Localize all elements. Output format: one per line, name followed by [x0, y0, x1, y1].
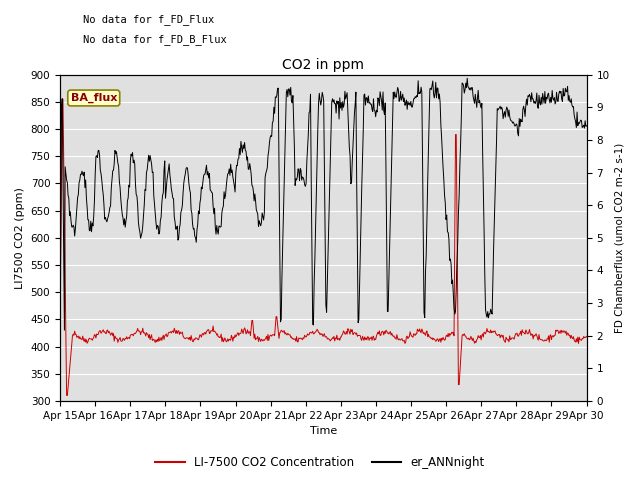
er_ANNnight	[61, 327, 68, 333]
LI-7500 CO2 Concentration	[122, 336, 129, 341]
LI-7500 CO2 Concentration	[67, 350, 75, 356]
er_ANNnight	[202, 167, 210, 172]
er_ANNnight	[463, 75, 471, 81]
Line: LI-7500 CO2 Concentration: LI-7500 CO2 Concentration	[60, 99, 587, 396]
LI-7500 CO2 Concentration	[58, 96, 66, 102]
Title: CO2 in ppm: CO2 in ppm	[282, 58, 364, 72]
LI-7500 CO2 Concentration	[63, 393, 70, 398]
LI-7500 CO2 Concentration	[175, 328, 182, 334]
Y-axis label: FD Chamberflux (umol CO2 m-2 s-1): FD Chamberflux (umol CO2 m-2 s-1)	[615, 143, 625, 333]
er_ANNnight	[583, 123, 591, 129]
Text: BA_flux: BA_flux	[70, 93, 117, 103]
LI-7500 CO2 Concentration	[56, 333, 64, 338]
Line: er_ANNnight: er_ANNnight	[60, 78, 587, 330]
X-axis label: Time: Time	[310, 426, 337, 436]
er_ANNnight	[388, 152, 396, 158]
er_ANNnight	[403, 107, 411, 112]
er_ANNnight	[67, 209, 74, 215]
er_ANNnight	[120, 216, 128, 222]
LI-7500 CO2 Concentration	[388, 333, 396, 338]
LI-7500 CO2 Concentration	[203, 328, 211, 334]
er_ANNnight	[56, 326, 64, 332]
LI-7500 CO2 Concentration	[583, 334, 591, 339]
Legend: LI-7500 CO2 Concentration, er_ANNnight: LI-7500 CO2 Concentration, er_ANNnight	[150, 452, 490, 474]
Y-axis label: LI7500 CO2 (ppm): LI7500 CO2 (ppm)	[15, 187, 25, 289]
Text: No data for f_FD_Flux: No data for f_FD_Flux	[83, 14, 214, 25]
Text: No data for f_FD_B_Flux: No data for f_FD_B_Flux	[83, 34, 227, 45]
LI-7500 CO2 Concentration	[404, 336, 412, 342]
er_ANNnight	[174, 237, 182, 243]
